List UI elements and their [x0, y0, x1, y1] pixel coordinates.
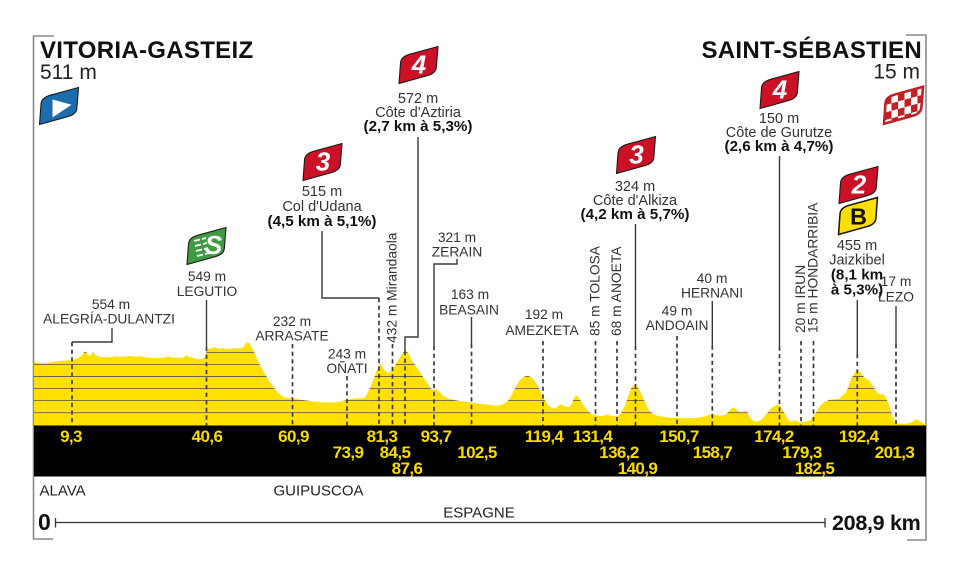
svg-text:ZERAIN: ZERAIN: [432, 245, 483, 260]
svg-text:à 5,3%): à 5,3%): [831, 282, 883, 299]
svg-text:150 m: 150 m: [759, 111, 799, 127]
svg-text:102,5: 102,5: [457, 443, 497, 462]
svg-text:(2,7 km à 5,3%): (2,7 km à 5,3%): [364, 118, 473, 135]
svg-text:ARRASATE: ARRASATE: [255, 329, 328, 344]
svg-text:GUIPUSCOA: GUIPUSCOA: [274, 483, 364, 500]
svg-text:(2,6 km à 4,7%): (2,6 km à 4,7%): [725, 138, 834, 155]
svg-text:140,9: 140,9: [618, 459, 658, 478]
svg-text:455 m: 455 m: [837, 238, 877, 254]
svg-text:232 m: 232 m: [273, 314, 311, 329]
svg-text:73,9: 73,9: [333, 443, 364, 462]
svg-text:150,7: 150,7: [659, 427, 699, 446]
svg-text:VITORIA-GASTEIZ: VITORIA-GASTEIZ: [40, 37, 253, 64]
svg-text:OÑATI: OÑATI: [326, 360, 367, 376]
svg-text:(8,1 km: (8,1 km: [831, 267, 883, 284]
svg-text:AMEZKETA: AMEZKETA: [505, 323, 579, 338]
svg-text:S: S: [205, 230, 223, 260]
svg-text:93,7: 93,7: [421, 427, 452, 446]
svg-text:4: 4: [411, 50, 427, 80]
svg-text:BEASAIN: BEASAIN: [439, 303, 499, 318]
svg-text:HERNANI: HERNANI: [681, 286, 743, 301]
svg-text:572 m: 572 m: [398, 91, 438, 107]
svg-text:81,3: 81,3: [367, 427, 398, 446]
svg-text:131,4: 131,4: [573, 427, 614, 446]
svg-text:4: 4: [772, 75, 788, 105]
svg-text:SAINT-SÉBASTIEN: SAINT-SÉBASTIEN: [701, 36, 922, 64]
svg-text:40,6: 40,6: [192, 427, 223, 446]
svg-text:158,7: 158,7: [693, 443, 733, 462]
svg-text:182,5: 182,5: [795, 459, 835, 478]
svg-text:554 m: 554 m: [92, 297, 130, 312]
svg-text:40 m: 40 m: [697, 271, 728, 286]
svg-text:Côte d'Aztiria: Côte d'Aztiria: [375, 105, 462, 121]
svg-text:432 m Mirandaola: 432 m Mirandaola: [385, 232, 400, 343]
svg-text:Col d'Udana: Col d'Udana: [282, 199, 362, 215]
svg-text:192,4: 192,4: [839, 427, 880, 446]
svg-text:ANDOAIN: ANDOAIN: [646, 318, 709, 333]
svg-text:119,4: 119,4: [525, 427, 565, 446]
svg-text:LEZO: LEZO: [878, 290, 914, 305]
svg-text:LEGUTIO: LEGUTIO: [177, 284, 238, 299]
svg-text:ESPAGNE: ESPAGNE: [443, 505, 514, 522]
svg-text:(4,5 km à 5,1%): (4,5 km à 5,1%): [268, 213, 377, 230]
svg-text:60,9: 60,9: [278, 427, 309, 446]
svg-text:192 m: 192 m: [525, 307, 563, 322]
svg-text:174,2: 174,2: [754, 427, 794, 446]
svg-text:20 m IRUN: 20 m IRUN: [793, 265, 808, 333]
svg-text:49 m: 49 m: [662, 304, 693, 319]
svg-text:15 m: 15 m: [873, 61, 920, 84]
svg-text:511 m: 511 m: [40, 61, 97, 84]
svg-text:3: 3: [629, 140, 644, 170]
svg-text:Côte d'Alkiza: Côte d'Alkiza: [593, 193, 678, 209]
svg-text:2: 2: [851, 170, 867, 200]
svg-text:324 m: 324 m: [615, 179, 655, 195]
svg-text:515 m: 515 m: [302, 184, 342, 200]
svg-text:0: 0: [38, 509, 51, 535]
svg-text:243 m: 243 m: [328, 347, 366, 362]
svg-text:201,3: 201,3: [875, 443, 915, 462]
svg-text:84,5: 84,5: [380, 443, 411, 462]
svg-text:9,3: 9,3: [60, 427, 82, 446]
svg-text:68 m ANOETA: 68 m ANOETA: [609, 246, 624, 336]
svg-text:Côte de Gurutze: Côte de Gurutze: [726, 125, 832, 141]
svg-text:136,2: 136,2: [599, 443, 639, 462]
svg-text:179,3: 179,3: [782, 443, 822, 462]
svg-text:163 m: 163 m: [451, 287, 489, 302]
svg-text:ALAVA: ALAVA: [40, 483, 86, 500]
svg-text:321 m: 321 m: [438, 230, 476, 245]
svg-text:B: B: [850, 204, 867, 230]
svg-text:Jaizkibel: Jaizkibel: [829, 253, 885, 269]
svg-text:549 m: 549 m: [188, 269, 226, 284]
svg-text:17 m: 17 m: [881, 274, 912, 289]
svg-text:3: 3: [316, 147, 331, 177]
svg-text:15 m HONDARRIBIA: 15 m HONDARRIBIA: [806, 202, 821, 333]
svg-text:ALEGRÍA-DULANTZI: ALEGRÍA-DULANTZI: [43, 311, 175, 327]
svg-text:208,9 km: 208,9 km: [832, 511, 920, 535]
svg-text:85 m TOLOSA: 85 m TOLOSA: [588, 245, 603, 336]
svg-text:87,6: 87,6: [392, 459, 423, 478]
svg-text:(4,2 km à 5,7%): (4,2 km à 5,7%): [581, 206, 690, 223]
